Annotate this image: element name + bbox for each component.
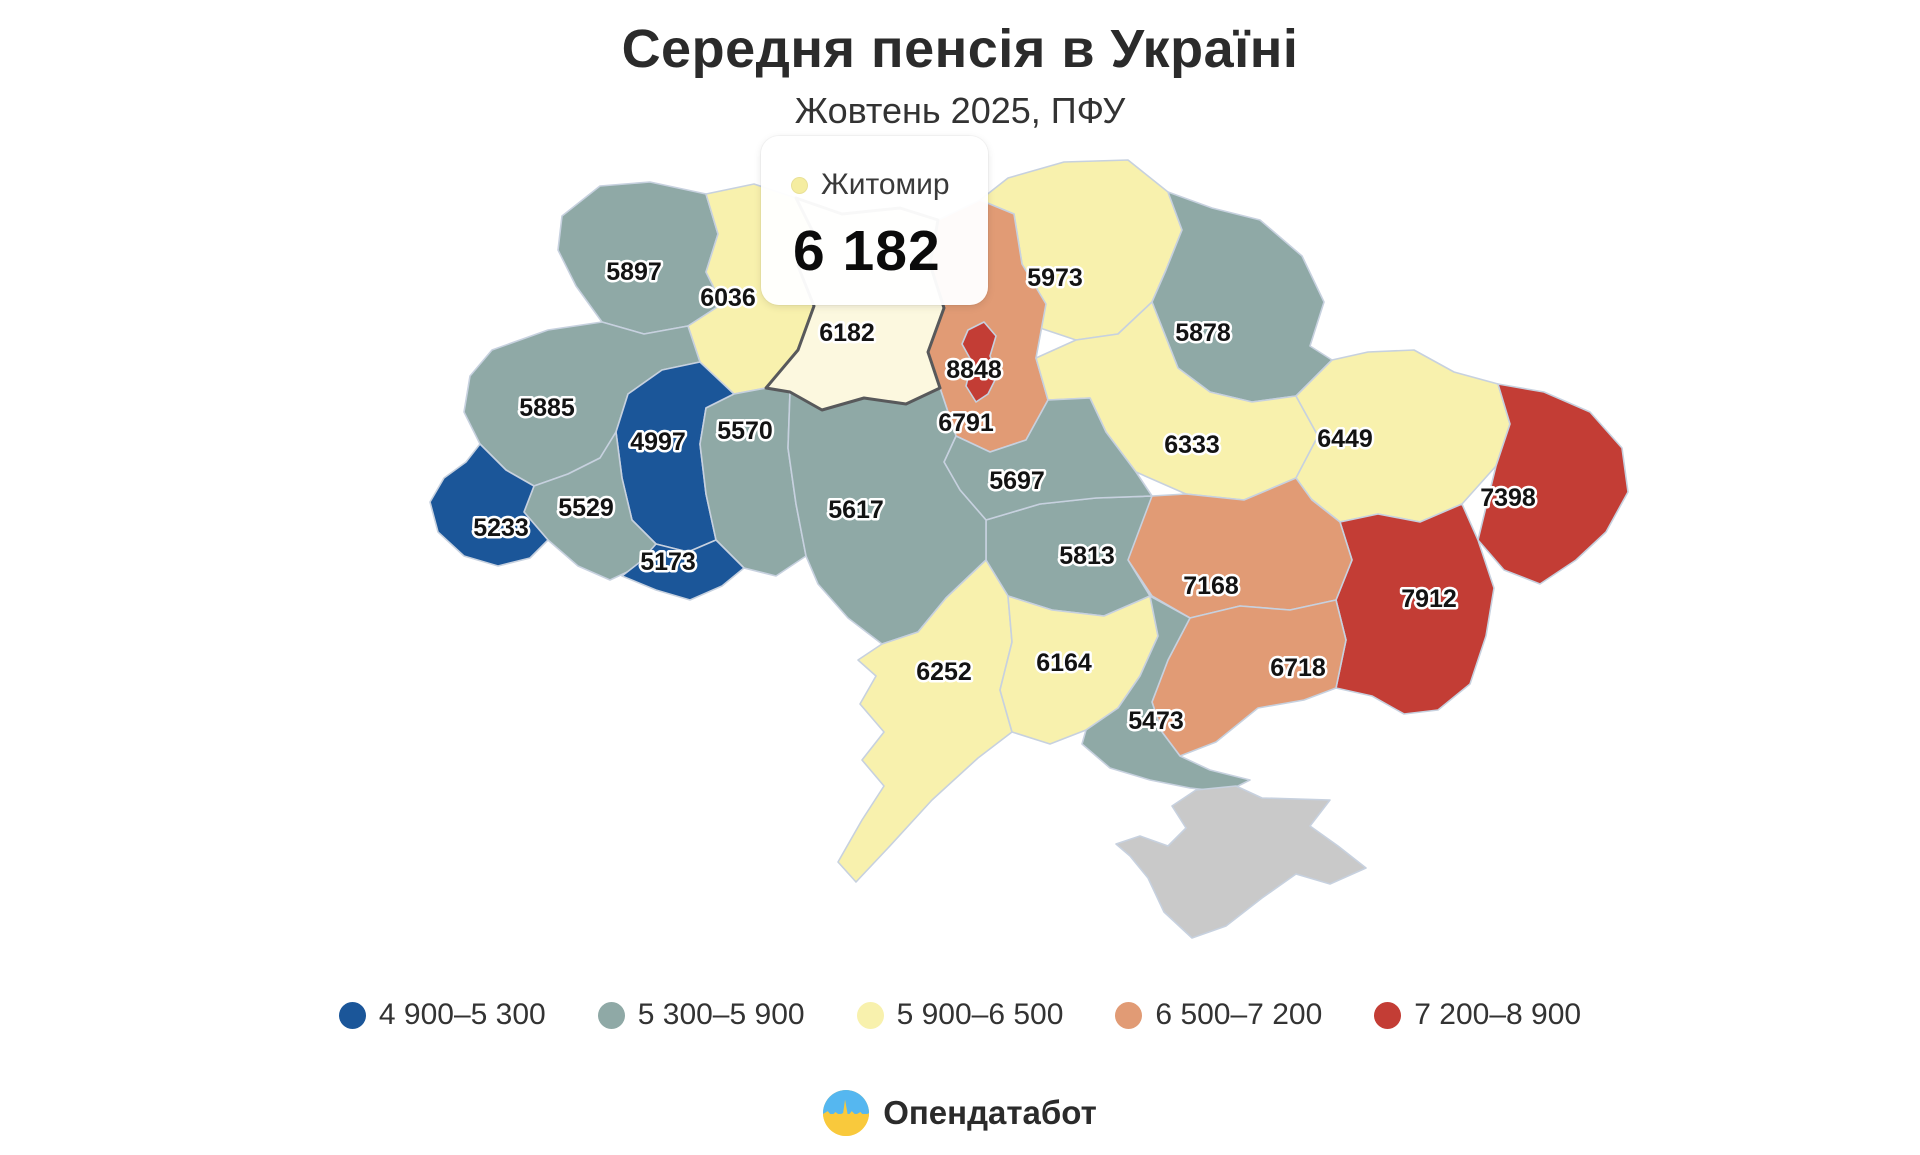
legend-item-4: 6 500–7 200: [1115, 998, 1322, 1032]
legend-swatch: [1374, 1001, 1402, 1029]
legend-swatch: [597, 1001, 625, 1029]
legend-label: 6 500–7 200: [1155, 998, 1323, 1031]
tooltip-value: 6 182: [793, 219, 941, 283]
opendatabot-logo-icon: [823, 1090, 870, 1136]
region-volyn[interactable]: [557, 181, 723, 335]
legend-item-3: 5 900–6 500: [856, 998, 1064, 1032]
region-chernivtsi[interactable]: [621, 539, 745, 601]
tooltip-region-swatch: [791, 176, 808, 194]
legend-label: 5 300–5 900: [637, 998, 805, 1031]
map-tooltip: Житомир 6 182: [761, 136, 988, 305]
tooltip-region-name: Житомир: [821, 168, 950, 201]
region-kharkiv[interactable]: [1295, 349, 1511, 523]
legend-label: 7 200–8 900: [1414, 998, 1582, 1031]
region-donetsk[interactable]: [1335, 503, 1495, 715]
legend-label: 5 900–6 500: [896, 998, 1064, 1031]
region-kyiv_city[interactable]: [961, 321, 999, 403]
legend-item-2: 5 300–5 900: [597, 998, 805, 1032]
legend-item-1: 4 900–5 300: [338, 998, 546, 1032]
region-luhansk[interactable]: [1477, 383, 1629, 585]
legend-swatch: [1115, 1001, 1143, 1029]
region-crimea: [1115, 785, 1367, 939]
legend: 4 900–5 300 5 300–5 900 5 900–6 500 6 500–7…: [0, 998, 1920, 1032]
legend-label: 4 900–5 300: [378, 998, 546, 1031]
region-zakarpattia[interactable]: [429, 443, 549, 567]
footer-brand-link[interactable]: Опендатабот: [0, 1090, 1920, 1136]
region-odesa[interactable]: [837, 559, 1013, 883]
brand-name: Опендатабот: [883, 1094, 1097, 1131]
legend-swatch: [856, 1001, 884, 1029]
legend-item-5: 7 200–8 900: [1374, 998, 1581, 1032]
legend-swatch: [338, 1001, 366, 1029]
